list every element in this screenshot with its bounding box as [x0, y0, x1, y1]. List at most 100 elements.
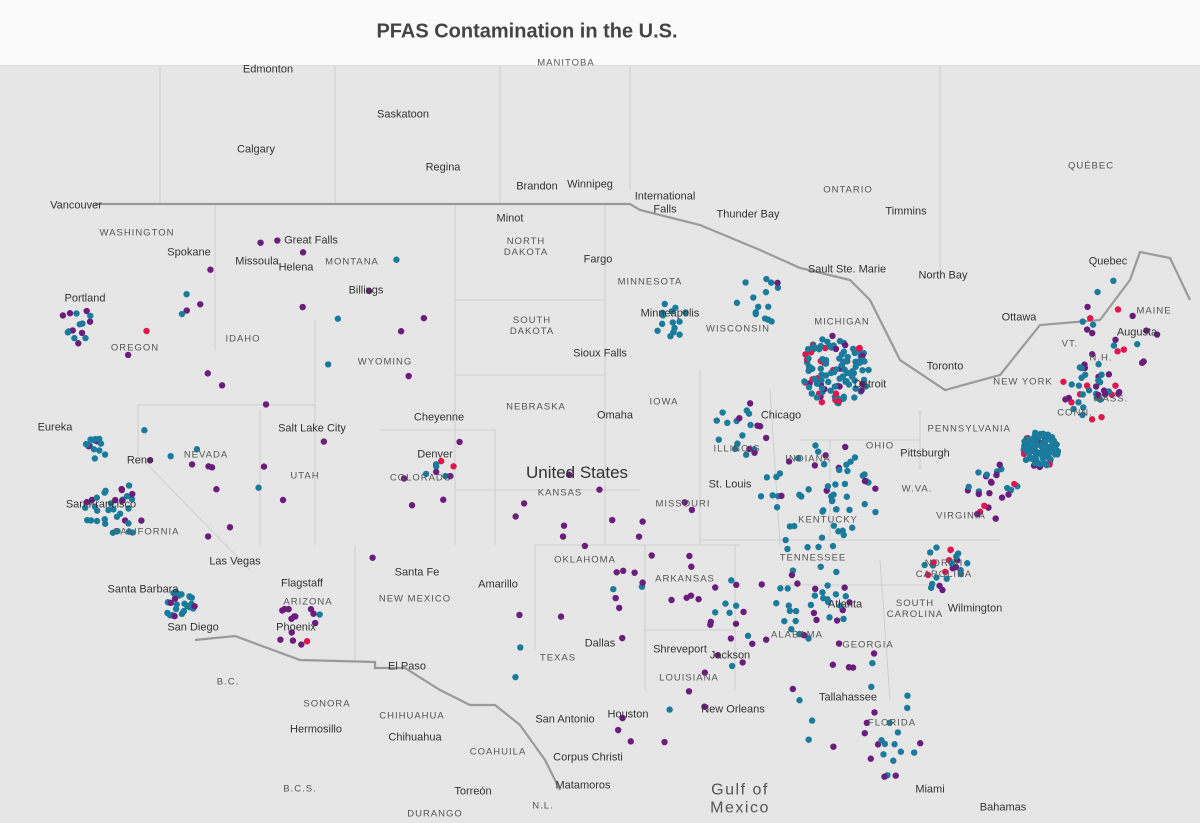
region-label: FLORIDA: [867, 717, 917, 729]
site-dot: [880, 751, 887, 758]
site-dot: [848, 524, 856, 531]
site-dot: [608, 516, 616, 524]
region-label: MAINE: [1136, 305, 1172, 317]
city-label: Wilmington: [947, 602, 1003, 615]
site-dot: [172, 588, 179, 595]
site-dot: [654, 327, 661, 334]
site-dot: [143, 327, 150, 335]
site-dot: [1110, 342, 1118, 349]
city-label: Santa Fe: [394, 566, 440, 579]
site-dot: [819, 355, 826, 363]
site-dot: [661, 738, 668, 746]
site-dot: [87, 517, 95, 524]
site-dot: [310, 610, 317, 617]
site-dot: [890, 757, 897, 764]
site-dot: [1134, 340, 1141, 348]
site-dot: [846, 599, 853, 606]
site-dot: [1084, 303, 1091, 311]
site-dot: [86, 318, 94, 325]
site-dot: [141, 427, 148, 434]
site-dot: [670, 329, 677, 336]
site-dot: [1075, 382, 1083, 389]
site-dot: [311, 619, 319, 627]
site-dot: [861, 729, 868, 737]
site-dot: [828, 493, 835, 500]
site-dot: [732, 602, 740, 609]
city-label: Denver: [417, 448, 453, 461]
site-dot: [892, 772, 899, 779]
site-dot: [810, 609, 818, 617]
site-dot: [422, 470, 430, 478]
site-dot: [740, 608, 747, 616]
city-label: New Orleans: [701, 703, 765, 716]
site-dot: [837, 602, 844, 609]
site-dot: [842, 341, 849, 349]
site-dot: [1088, 351, 1096, 358]
site-dot: [815, 448, 822, 455]
site-dot: [619, 634, 626, 642]
site-dot: [1065, 394, 1072, 402]
site-dot: [851, 454, 859, 461]
country-borders: [95, 202, 1191, 791]
site-dot: [724, 419, 731, 427]
site-dot: [1043, 461, 1050, 469]
site-dot: [804, 544, 811, 551]
site-dot: [747, 421, 754, 429]
site-dot: [830, 743, 837, 750]
site-dot: [207, 266, 214, 273]
site-dot: [742, 279, 749, 286]
site-dot: [440, 496, 447, 503]
city-label: Miami: [915, 783, 945, 796]
site-dot: [942, 568, 949, 576]
site-dot: [805, 635, 812, 642]
region-label: MICHIGAN: [814, 316, 870, 328]
region-label: SOUTH CAROLINA: [886, 598, 944, 620]
site-dot: [815, 543, 822, 551]
site-dot: [289, 637, 297, 644]
site-dot: [581, 542, 589, 550]
site-dot: [818, 385, 826, 392]
site-dot: [832, 591, 840, 598]
site-dot: [1079, 411, 1086, 419]
background: [0, 65, 1200, 823]
site-dot: [365, 287, 373, 295]
site-dot: [1042, 442, 1049, 449]
city-label: Phoenix: [276, 621, 316, 634]
city-label: Chicago: [760, 409, 802, 422]
site-dot: [974, 510, 981, 518]
site-dot: [812, 585, 819, 593]
site-dot: [97, 440, 105, 447]
site-dot: [1080, 404, 1087, 411]
site-dot: [872, 508, 879, 516]
site-dot: [784, 545, 791, 553]
site-dot: [83, 441, 91, 448]
region-label: B.C.: [216, 676, 240, 688]
site-dot: [701, 703, 708, 710]
site-dot: [714, 652, 722, 659]
site-dot: [795, 455, 802, 462]
site-dot: [557, 613, 565, 620]
site-dot: [859, 367, 866, 374]
site-dot: [904, 704, 911, 712]
site-dot: [125, 482, 133, 489]
site-dot: [804, 345, 812, 353]
site-dot: [1070, 405, 1077, 413]
region-label: PENNSYLVANIA: [927, 423, 1011, 435]
site-dot: [1129, 312, 1136, 320]
site-dot: [613, 569, 620, 576]
region-label: CONN.: [1057, 407, 1093, 419]
site-dot: [904, 692, 911, 699]
region-label: IOWA: [649, 396, 679, 408]
site-dot: [746, 400, 754, 407]
site-dot: [786, 607, 794, 615]
site-dot: [840, 615, 847, 623]
site-dot: [852, 385, 859, 392]
water-label: Gulf of Mexico: [710, 781, 770, 817]
region-label: MANITOBA: [537, 57, 595, 69]
site-dots: [59, 237, 1161, 780]
region-label: IDAHO: [225, 333, 261, 345]
region-label: COLORADO: [389, 472, 453, 484]
site-dot: [843, 358, 850, 365]
city-label: Fargo: [583, 253, 613, 266]
site-dot: [868, 683, 875, 691]
